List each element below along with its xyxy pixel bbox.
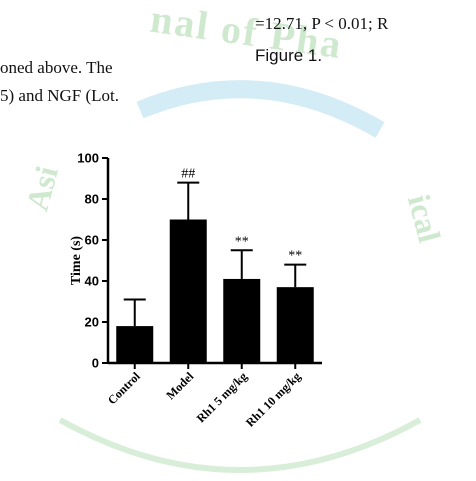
bar xyxy=(116,326,154,363)
doc-text-stat-line: =12.71, P < 0.01; R xyxy=(255,14,389,33)
significance-label: ** xyxy=(235,234,249,249)
bar xyxy=(276,287,314,363)
x-tick-label: Rh1 10 mg/kg xyxy=(243,369,303,429)
y-tick-label: 100 xyxy=(77,151,99,166)
doc-text-figure-ref: Figure 1. xyxy=(255,46,323,65)
y-tick-label: 80 xyxy=(85,192,99,207)
y-tick-label: 0 xyxy=(92,356,99,371)
bar xyxy=(223,278,261,363)
x-tick-label: Rh1 5 mg/kg xyxy=(194,369,250,425)
y-tick-label: 60 xyxy=(85,233,99,248)
y-axis-label: Time (s) xyxy=(69,236,84,285)
bar xyxy=(169,219,207,363)
significance-label: ## xyxy=(181,167,195,182)
significance-label: ** xyxy=(288,249,302,264)
x-tick-label: Control xyxy=(105,369,143,407)
doc-text-left-line-2: 5) and NGF (Lot. xyxy=(0,86,119,105)
y-tick-label: 20 xyxy=(85,315,99,330)
y-tick-label: 40 xyxy=(85,274,99,289)
x-tick-label: Model xyxy=(163,369,196,402)
doc-text-left-line-1: oned above. The xyxy=(0,58,113,77)
